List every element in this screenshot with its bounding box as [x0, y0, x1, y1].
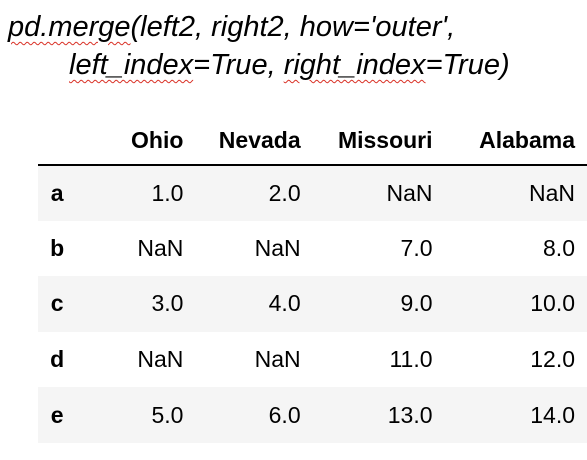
code-line-2: left_index=True, right_index=True) [8, 46, 510, 84]
table-cell: 7.0 [400, 234, 433, 261]
right-index-keyword: right_index [283, 49, 426, 81]
table-cell: 6.0 [268, 401, 301, 428]
table-cell: NaN [254, 346, 301, 373]
table-cell: NaN [137, 234, 184, 261]
table-row: b NaN NaN 7.0 8.0 [38, 220, 587, 277]
right-index-value: =True) [425, 49, 510, 81]
column-header: Missouri [312, 116, 445, 166]
table-row: d NaN NaN 11.0 12.0 [38, 331, 587, 388]
row-index: d [50, 346, 65, 373]
table-cell: 9.0 [400, 290, 433, 317]
left-index-value: =True, [193, 49, 284, 81]
table-cell: 13.0 [387, 401, 433, 428]
table-cell: 11.0 [389, 346, 433, 373]
column-header: Alabama [444, 116, 587, 166]
left-index-keyword: left_index [69, 49, 194, 81]
row-index: c [50, 290, 64, 317]
table-cell: 10.0 [530, 290, 575, 317]
table-cell: 8.0 [543, 234, 575, 261]
code-line-1: pd.merge(left2, right2, how='outer', [8, 8, 510, 46]
table-cell: 3.0 [151, 290, 184, 317]
dataframe-table: Ohio Nevada Missouri Alabama a 1.0 2.0 N… [38, 116, 587, 443]
row-index: b [50, 234, 65, 261]
header-row: Ohio Nevada Missouri Alabama [38, 116, 587, 166]
table-row: c 3.0 4.0 9.0 10.0 [38, 276, 587, 332]
table-cell: 14.0 [530, 401, 575, 428]
row-index: e [50, 401, 64, 428]
table-cell: 2.0 [268, 179, 301, 206]
row-index: a [50, 179, 64, 206]
table-cell: NaN [386, 179, 433, 206]
column-header: Ohio [76, 116, 196, 166]
table-cell: 4.0 [268, 290, 301, 317]
table-cell: 1.0 [151, 179, 184, 206]
column-header: Nevada [195, 116, 313, 166]
table-cell: NaN [254, 234, 301, 261]
code-snippet: pd.merge(left2, right2, how='outer', lef… [8, 8, 510, 84]
table-row: e 5.0 6.0 13.0 14.0 [38, 387, 587, 443]
index-header [38, 116, 77, 166]
table-cell: NaN [137, 346, 184, 373]
function-args: (left2, right2, how='outer', [130, 11, 456, 43]
table-cell: 5.0 [151, 401, 184, 428]
table-row: a 1.0 2.0 NaN NaN [38, 165, 587, 221]
table-cell: 12.0 [530, 346, 575, 373]
table-cell: NaN [528, 179, 575, 206]
function-name: pd.merge [8, 11, 131, 43]
